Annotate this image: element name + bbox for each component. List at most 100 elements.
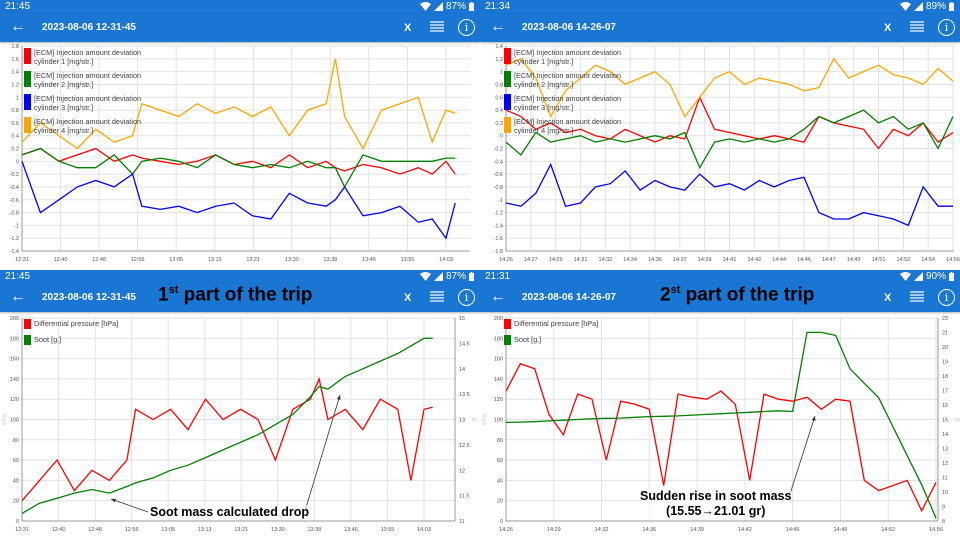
signal-icon: [433, 2, 443, 11]
y-tick-label: 40: [497, 478, 503, 484]
title-text: part of the trip: [178, 284, 313, 306]
y-tick-label: -0.6: [10, 198, 19, 204]
series-line-3: [505, 162, 953, 227]
info-icon[interactable]: i: [938, 289, 955, 306]
y-tick-label: -1.6: [494, 236, 503, 242]
y2-tick-label: 12: [459, 468, 465, 474]
series-line-1: [21, 147, 456, 175]
legend-swatch: [504, 117, 511, 133]
y-tick-label: 0: [16, 159, 19, 165]
x-tick-label: 14:26: [499, 527, 513, 533]
y2-tick-label: 15: [942, 418, 948, 424]
y-tick-label: 0.8: [11, 108, 19, 114]
legend-item[interactable]: Soot [g.]: [504, 335, 598, 345]
x-tick-label: 14:54: [921, 257, 935, 263]
y-tick-label: 0.4: [11, 134, 19, 140]
x-tick-label: 12:48: [92, 257, 106, 263]
x-tick-label: 13:46: [344, 527, 358, 533]
series-line-3: [21, 161, 456, 240]
chart[interactable]: 0 20 40 60 80 100 120 140 160 180 200 8 9 10 11 12 13 14 1…: [480, 312, 960, 540]
legend-item[interactable]: [ECM] Injection amount deviation cylinde…: [24, 71, 144, 89]
chart[interactable]: 0 20 40 60 80 100 120 140 160 180 200 11 11.5 12 12.5 1…: [0, 312, 480, 540]
x-axis-button[interactable]: X: [404, 22, 412, 34]
y-axis-label: hPa: [3, 414, 9, 425]
x-tick-label: 14:56: [946, 257, 960, 263]
y-tick-label: 140: [494, 377, 503, 383]
annotation-arrow: [304, 394, 341, 512]
app-bar: ← 2023-08-06 12-31-45 X i: [0, 284, 480, 312]
app-bar: ← 2023-08-06 12-31-45 X i: [0, 14, 480, 42]
legend-item[interactable]: Differential pressure [hPa]: [504, 319, 598, 329]
chart[interactable]: -1.8 -1.6 -1.4 -1.2 -1 -0.8 -0.6 -0.4 -0.2 0 0.2 0.…: [480, 42, 960, 270]
y-tick-label: 60: [13, 458, 19, 464]
signal-icon: [433, 272, 443, 281]
info-icon[interactable]: i: [458, 289, 475, 306]
x-axis-button[interactable]: X: [884, 292, 892, 304]
x-tick-label: 14:26: [499, 257, 513, 263]
annotation-line: (15.55→21.01 gr): [666, 504, 766, 518]
y-tick-label: 180: [10, 336, 19, 342]
x-tick-label: 12:40: [52, 527, 66, 533]
legend-item[interactable]: [ECM] Injection amount deviation cylinde…: [504, 117, 624, 135]
legend-item[interactable]: [ECM] Injection amount deviation cylinde…: [504, 48, 624, 66]
legend-item[interactable]: Soot [g.]: [24, 335, 118, 345]
info-icon[interactable]: i: [458, 19, 475, 36]
battery-icon: [949, 272, 954, 281]
y2-tick-label: 17: [942, 389, 948, 395]
list-icon[interactable]: [910, 21, 924, 33]
y-tick-label: 1.8: [11, 44, 19, 50]
legend-swatch: [504, 48, 511, 64]
legend-item[interactable]: [ECM] Injection amount deviation cylinde…: [24, 94, 144, 112]
y-tick-label: -0.8: [494, 185, 503, 191]
y-tick-label: 40: [13, 478, 19, 484]
x-tick-label: 14:42: [747, 257, 761, 263]
legend-item[interactable]: Differential pressure [hPa]: [24, 319, 118, 329]
panel-bottom-left: 21:45 87% ← 2023-08-06 12-31-45 X i 1st …: [0, 270, 480, 540]
arrow-head-icon: [811, 416, 816, 421]
y-tick-label: -1: [498, 198, 503, 204]
legend-item[interactable]: [ECM] Injection amount deviation cylinde…: [24, 117, 144, 135]
list-icon[interactable]: [910, 291, 924, 303]
back-arrow-icon[interactable]: ←: [10, 18, 26, 35]
title-number: 1: [158, 284, 169, 306]
legend-label: Differential pressure [hPa]: [514, 319, 599, 328]
x-tick-label: 13:55: [381, 527, 395, 533]
legend-item[interactable]: [ECM] Injection amount deviation cylinde…: [504, 71, 624, 89]
x-tick-label: 14:39: [690, 527, 704, 533]
x-tick-label: 14:44: [772, 257, 786, 263]
y2-tick-label: 11.5: [459, 494, 469, 500]
x-axis-button[interactable]: X: [884, 22, 892, 34]
list-icon[interactable]: [430, 21, 444, 33]
info-icon[interactable]: i: [938, 19, 955, 36]
x-tick-label: 13:38: [307, 527, 321, 533]
back-arrow-icon[interactable]: ←: [490, 18, 506, 35]
x-tick-label: 13:21: [246, 257, 260, 263]
panel-title: 1st part of the trip: [158, 284, 312, 306]
chart[interactable]: -1.4 -1.2 -1 -0.8 -0.6 -0.4 -0.2 0 0.2 0.4 0.6 0.8 1…: [0, 42, 480, 270]
y-tick-label: 160: [10, 357, 19, 363]
x-axis-button[interactable]: X: [404, 292, 412, 304]
y2-tick-label: 13: [459, 418, 465, 424]
title-suffix: st: [670, 284, 681, 296]
list-icon[interactable]: [430, 291, 444, 303]
y-tick-label: 160: [494, 357, 503, 363]
x-tick-label: 14:51: [872, 257, 886, 263]
legend-item[interactable]: [ECM] Injection amount deviation cylinde…: [24, 48, 144, 66]
x-tick-label: 14:52: [896, 257, 910, 263]
legend-label: [ECM] Injection amount deviation cylinde…: [514, 71, 622, 89]
back-arrow-icon[interactable]: ←: [490, 288, 506, 305]
series-line-2: [21, 337, 433, 514]
y-tick-label: 60: [497, 458, 503, 464]
y2-tick-label: 9: [942, 505, 945, 511]
back-arrow-icon[interactable]: ←: [10, 288, 26, 305]
legend-item[interactable]: [ECM] Injection amount deviation cylinde…: [504, 94, 624, 112]
x-tick-label: 14:36: [642, 527, 656, 533]
legend-label: [ECM] Injection amount deviation cylinde…: [514, 117, 622, 135]
x-tick-label: 14:03: [417, 527, 431, 533]
legend-label: [ECM] Injection amount deviation cylinde…: [34, 94, 142, 112]
legend: [ECM] Injection amount deviation cylinde…: [24, 48, 144, 140]
status-bar: 21:31 90%: [480, 270, 960, 284]
y2-tick-label: 13: [942, 447, 948, 453]
y-tick-label: 0.6: [495, 95, 503, 101]
x-tick-label: 13:46: [362, 257, 376, 263]
